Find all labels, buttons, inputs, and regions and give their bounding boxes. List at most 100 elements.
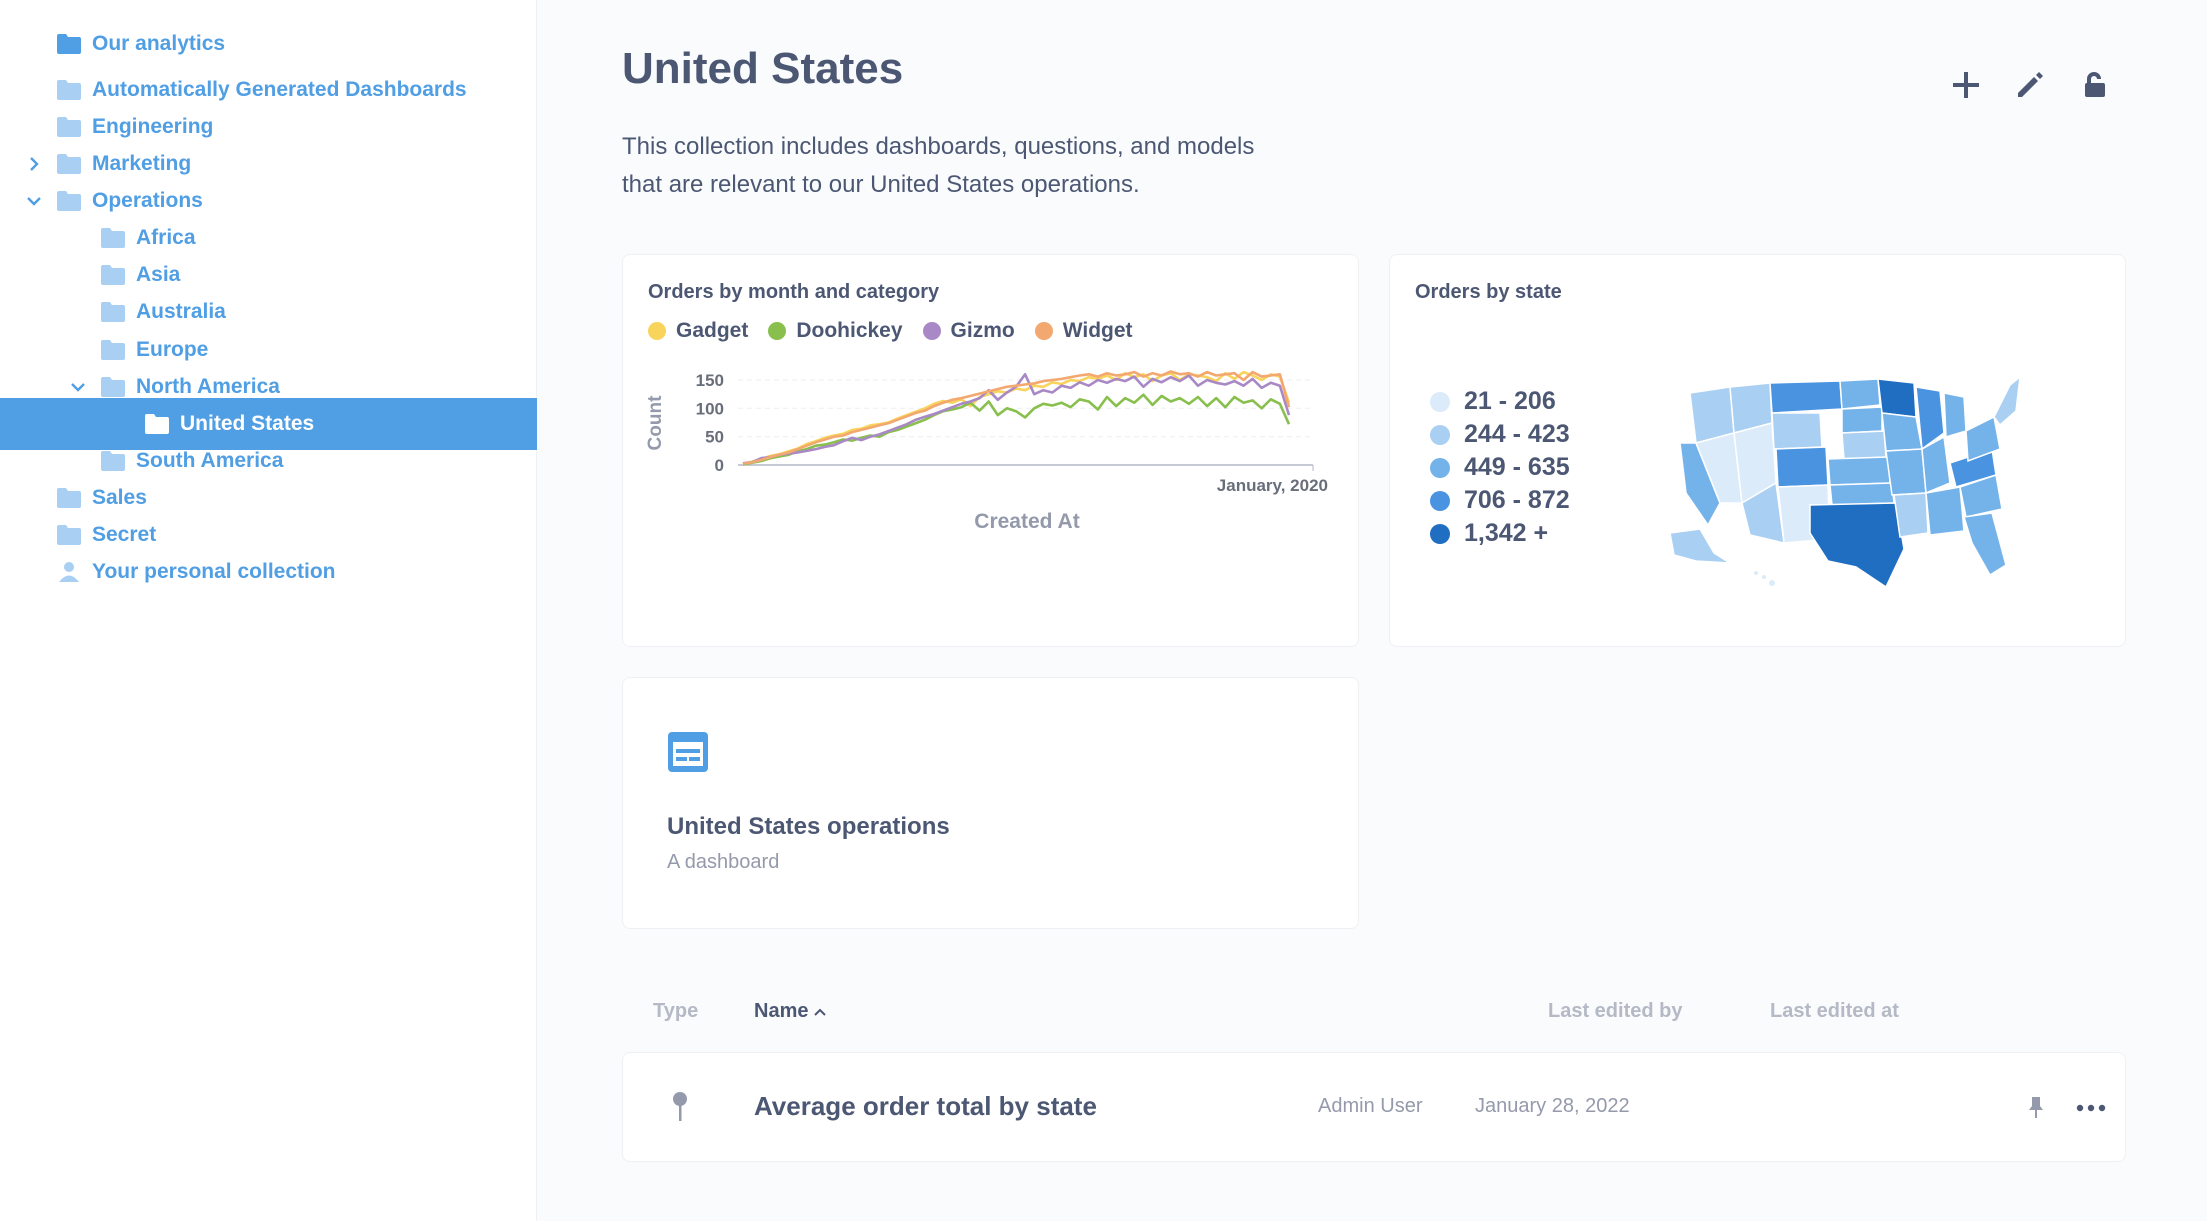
sidebar-item-label: Africa [136,226,196,249]
sidebar-item-engineering[interactable]: Engineering [0,101,537,153]
folder-icon [56,78,84,102]
legend-dot [1430,391,1450,412]
legend-dot [1430,424,1450,445]
sidebar-item-label: United States [180,412,315,435]
series-line-widget[interactable] [742,370,1291,466]
chevron-right-icon[interactable] [23,153,45,175]
sidebar-item-label: Operations [92,189,203,212]
plus-icon [1953,72,1979,98]
pencil-icon [2018,72,2043,97]
column-last-edited-at[interactable]: Last edited at [1770,1000,1899,1022]
folder-icon [100,300,128,324]
legend-dot [1034,322,1053,340]
orders-by-state-card[interactable]: Orders by state 21 - 206 244 - 423 449 - 6… [1389,254,2126,647]
sidebar-item-north-america[interactable]: North America [0,361,537,413]
sidebar-item-label: Sales [92,486,147,509]
sidebar-item-secret[interactable]: Secret [0,509,537,561]
map-legend-item: 449 - 635 [1430,451,1570,484]
folder-icon [56,486,84,510]
legend-label: 21 - 206 [1464,387,1556,415]
sidebar-item-automatically-generated-dashboards[interactable]: Automatically Generated Dashboards [0,64,537,116]
dashboard-subtitle: A dashboard [667,851,780,873]
legend-label: 244 - 423 [1464,420,1570,448]
folder-icon [56,523,84,547]
sidebar-item-australia[interactable]: Australia [0,286,537,338]
sidebar-item-united-states[interactable]: United States [0,398,537,450]
folder-icon [56,189,84,213]
dashboard-title: United States operations [667,813,950,840]
folder-icon [100,226,128,250]
sidebar-item-sales[interactable]: Sales [0,472,537,524]
map-legend-item: 1,342 + [1430,517,1570,550]
y-axis-label: Count [645,395,666,451]
legend-label: Doohickey [796,319,903,342]
y-tick-label: 100 [696,399,724,418]
chart-legend: Gadget Doohickey Gizmo Widget [648,319,1133,343]
sidebar-item-europe[interactable]: Europe [0,324,537,376]
legend-label: 1,342 + [1464,519,1549,547]
dashboard-card[interactable]: United States operations A dashboard [622,677,1359,929]
orders-by-month-card[interactable]: Orders by month and category Gadget Doohi… [622,254,1359,647]
legend-label: Widget [1062,319,1133,342]
unlock-icon [2085,72,2105,97]
header-actions [1949,68,2111,102]
chevron-down-icon[interactable] [67,376,89,398]
dashboard-icon [668,732,708,772]
page-title: United States [622,44,904,93]
permissions-button[interactable] [2077,68,2111,102]
legend-item[interactable]: Gadget [648,319,748,343]
legend-label: 449 - 635 [1464,453,1570,481]
map-legend-item: 244 - 423 [1430,418,1570,451]
y-tick-label: 50 [705,428,724,447]
edit-button[interactable] [2013,68,2047,102]
folder-icon [56,152,84,176]
folder-icon [56,32,84,56]
sidebar-item-label: North America [136,375,280,398]
x-axis-label: Created At [974,510,1079,533]
sidebar-item-label: Marketing [92,152,192,175]
sidebar-item-label: Automatically Generated Dashboards [92,78,467,101]
sidebar-item-asia[interactable]: Asia [0,249,537,301]
table-row[interactable]: Average order total by state Admin User … [622,1052,2126,1162]
card-title: Orders by state [1415,281,1562,303]
collection-main: United States This collection includes d… [538,0,2207,1221]
sidebar-item-label: Your personal collection [92,560,336,583]
sidebar-item-marketing[interactable]: Marketing [0,138,537,190]
legend-item[interactable]: Gizmo [922,319,1015,343]
sidebar-item-south-america[interactable]: South America [0,435,537,487]
more-options-icon[interactable] [2076,1103,2106,1113]
folder-icon [100,449,128,473]
pin-icon[interactable] [2027,1095,2045,1119]
sidebar-item-your-personal-collection[interactable]: Your personal collection [0,546,537,598]
sidebar-item-operations[interactable]: Operations [0,175,537,227]
column-type[interactable]: Type [653,1000,699,1022]
sidebar-item-our-analytics[interactable]: Our analytics [0,18,537,70]
row-name[interactable]: Average order total by state [754,1091,1097,1121]
sidebar-item-label: Europe [136,338,209,361]
folder-icon [56,115,84,139]
series-line-doohickey[interactable] [742,393,1291,466]
sidebar-item-label: Our analytics [92,32,226,55]
legend-item[interactable]: Doohickey [768,319,903,343]
legend-dot [1430,490,1450,511]
x-tick-label: January, 2020 [1217,476,1328,495]
folder-icon [144,412,172,436]
sort-ascending-icon [814,1008,827,1016]
column-name[interactable]: Name [754,1000,827,1023]
add-button[interactable] [1949,68,1983,102]
legend-label: Gadget [676,319,749,342]
legend-dot [768,322,787,340]
chevron-down-icon[interactable] [23,190,45,212]
sidebar-item-africa[interactable]: Africa [0,212,537,264]
sidebar-item-label: Australia [136,300,226,323]
row-last-edited-by: Admin User [1318,1095,1423,1117]
row-last-edited-at: January 28, 2022 [1475,1095,1630,1117]
series-line-gizmo[interactable] [742,372,1291,465]
column-last-edited-by[interactable]: Last edited by [1548,1000,1683,1022]
y-tick-label: 0 [715,456,724,475]
legend-item[interactable]: Widget [1034,319,1133,343]
legend-dot [922,322,941,340]
y-tick-label: 150 [696,371,724,390]
map-legend-item: 706 - 872 [1430,484,1570,517]
legend-label: Gizmo [950,319,1015,342]
